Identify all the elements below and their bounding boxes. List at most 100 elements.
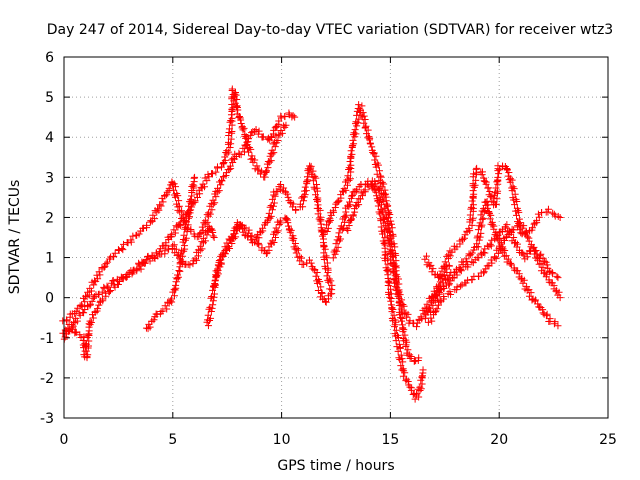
data-point bbox=[284, 219, 292, 227]
data-point bbox=[473, 234, 481, 242]
data-point bbox=[212, 168, 220, 176]
data-point bbox=[96, 271, 104, 279]
data-point bbox=[388, 224, 396, 232]
data-point bbox=[377, 190, 385, 198]
data-point bbox=[257, 228, 265, 236]
data-point bbox=[195, 252, 203, 260]
data-point bbox=[443, 252, 451, 260]
data-point bbox=[177, 256, 185, 264]
data-point bbox=[231, 230, 239, 238]
data-point bbox=[514, 267, 522, 275]
data-point bbox=[180, 242, 188, 250]
data-point bbox=[119, 246, 127, 254]
data-point bbox=[301, 191, 309, 199]
data-point bbox=[163, 188, 171, 196]
data-point bbox=[494, 173, 502, 181]
data-point bbox=[252, 235, 260, 243]
data-point bbox=[128, 270, 136, 278]
data-point bbox=[356, 105, 364, 113]
data-point bbox=[378, 230, 386, 238]
data-point bbox=[428, 317, 436, 325]
data-point bbox=[140, 258, 148, 266]
data-point bbox=[437, 297, 445, 305]
data-point bbox=[377, 223, 385, 231]
data-point bbox=[89, 314, 97, 322]
data-point bbox=[497, 240, 505, 248]
data-point bbox=[404, 377, 412, 385]
data-point bbox=[495, 170, 503, 178]
data-point bbox=[218, 250, 226, 258]
data-point bbox=[100, 263, 108, 271]
data-point bbox=[445, 281, 453, 289]
data-point bbox=[156, 201, 164, 209]
data-point bbox=[325, 275, 333, 283]
data-point bbox=[61, 333, 69, 341]
data-point bbox=[94, 305, 102, 313]
data-point bbox=[387, 297, 395, 305]
data-point bbox=[164, 245, 172, 253]
data-point bbox=[462, 255, 470, 263]
data-point bbox=[175, 197, 183, 205]
data-point bbox=[176, 208, 184, 216]
data-point bbox=[228, 156, 236, 164]
data-point bbox=[178, 247, 186, 255]
data-point bbox=[324, 224, 332, 232]
data-point bbox=[170, 285, 178, 293]
data-point bbox=[444, 251, 452, 259]
data-point bbox=[209, 196, 217, 204]
data-point bbox=[267, 157, 275, 165]
data-point bbox=[233, 103, 241, 111]
data-point bbox=[204, 316, 212, 324]
data-point bbox=[403, 313, 411, 321]
data-point bbox=[512, 211, 520, 219]
data-point bbox=[528, 224, 536, 232]
data-point bbox=[543, 310, 551, 318]
data-point bbox=[486, 240, 494, 248]
data-point bbox=[214, 270, 222, 278]
data-point bbox=[395, 354, 403, 362]
data-point bbox=[171, 229, 179, 237]
data-point bbox=[521, 229, 529, 237]
data-point bbox=[71, 329, 79, 337]
data-point bbox=[221, 156, 229, 164]
data-point bbox=[161, 302, 169, 310]
data-point bbox=[305, 256, 313, 264]
data-point bbox=[475, 254, 483, 262]
data-point bbox=[270, 199, 278, 207]
data-point bbox=[525, 237, 533, 245]
y-tick-label: -2 bbox=[40, 371, 54, 387]
data-point bbox=[290, 235, 298, 243]
data-point bbox=[120, 240, 128, 248]
data-point bbox=[393, 343, 401, 351]
data-point bbox=[459, 236, 467, 244]
data-point bbox=[472, 165, 480, 173]
data-point bbox=[429, 265, 437, 273]
data-point bbox=[457, 267, 465, 275]
data-point bbox=[213, 272, 221, 280]
data-point bbox=[204, 209, 212, 217]
data-point bbox=[431, 291, 439, 299]
data-point bbox=[474, 243, 482, 251]
data-point bbox=[292, 205, 300, 213]
chart-title: Day 247 of 2014, Sidereal Day-to-day VTE… bbox=[47, 22, 613, 38]
data-point bbox=[94, 275, 102, 283]
data-point bbox=[276, 217, 284, 225]
data-point bbox=[110, 252, 118, 260]
data-point bbox=[240, 124, 248, 132]
data-point bbox=[495, 244, 503, 252]
data-point bbox=[531, 296, 539, 304]
data-point bbox=[296, 257, 304, 265]
data-point bbox=[350, 140, 358, 148]
data-point bbox=[243, 144, 251, 152]
data-point bbox=[210, 234, 218, 241]
data-point bbox=[272, 187, 280, 195]
data-point bbox=[162, 239, 170, 247]
data-point bbox=[397, 301, 405, 309]
data-point bbox=[151, 215, 159, 223]
data-point bbox=[309, 167, 317, 175]
y-tick-label: 5 bbox=[45, 90, 54, 106]
data-point bbox=[242, 133, 250, 141]
data-point bbox=[372, 163, 380, 171]
data-point bbox=[485, 210, 493, 218]
data-point bbox=[291, 113, 299, 121]
